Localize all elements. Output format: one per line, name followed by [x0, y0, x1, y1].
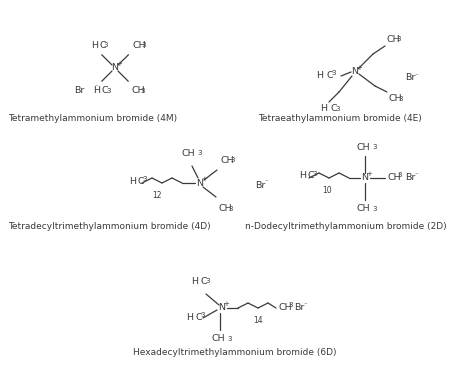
Text: ⁻: ⁻ [95, 84, 99, 90]
Text: 3: 3 [107, 88, 111, 94]
Text: ⁻: ⁻ [415, 73, 419, 79]
Text: 3: 3 [142, 176, 146, 182]
Text: CH: CH [279, 303, 292, 312]
Text: +: + [356, 65, 362, 71]
Text: Br: Br [294, 303, 304, 312]
Text: 3: 3 [331, 70, 336, 76]
Text: C: C [201, 277, 208, 286]
Text: CH: CH [388, 172, 401, 181]
Text: 3: 3 [396, 36, 401, 42]
Text: Br: Br [74, 86, 85, 95]
Text: H: H [129, 176, 136, 185]
Text: C: C [327, 70, 334, 79]
Text: +: + [366, 171, 372, 177]
Text: H: H [316, 70, 323, 79]
Text: 3: 3 [197, 150, 201, 156]
Text: CH: CH [181, 149, 195, 158]
Text: 3: 3 [228, 206, 233, 212]
Text: 3: 3 [372, 144, 376, 150]
Text: 3: 3 [288, 302, 292, 308]
Text: +: + [201, 176, 207, 182]
Text: C: C [102, 86, 109, 95]
Text: 3: 3 [104, 42, 108, 48]
Text: 3: 3 [372, 206, 376, 212]
Text: Br: Br [405, 172, 415, 181]
Text: CH: CH [133, 41, 146, 50]
Text: Tetramethylammonium bromide (4M): Tetramethylammonium bromide (4M) [8, 114, 177, 123]
Text: CH: CH [356, 143, 370, 152]
Text: N: N [352, 68, 358, 77]
Text: 3: 3 [227, 336, 231, 342]
Text: CH: CH [221, 156, 235, 165]
Text: N: N [111, 63, 118, 72]
Text: C: C [308, 172, 315, 181]
Text: C: C [138, 176, 145, 185]
Text: 3: 3 [312, 171, 317, 177]
Text: C: C [100, 41, 106, 50]
Text: CH: CH [356, 204, 370, 213]
Text: CH: CH [219, 204, 233, 213]
Text: Br: Br [405, 74, 415, 83]
Text: Br: Br [255, 181, 265, 190]
Text: ⁻: ⁻ [304, 302, 308, 308]
Text: 3: 3 [200, 312, 204, 318]
Text: H: H [91, 41, 98, 50]
Text: 3: 3 [335, 106, 339, 112]
Text: 3: 3 [398, 96, 402, 102]
Text: N: N [219, 303, 226, 312]
Text: +: + [116, 61, 122, 67]
Text: 3: 3 [397, 172, 401, 178]
Text: 10: 10 [322, 186, 332, 195]
Text: Hexadecyltrimethylammonium bromide (6D): Hexadecyltrimethylammonium bromide (6D) [133, 348, 337, 357]
Text: 12: 12 [152, 191, 162, 200]
Text: 3: 3 [142, 42, 146, 48]
Text: CH: CH [211, 334, 225, 343]
Text: 14: 14 [253, 316, 263, 325]
Text: CH: CH [387, 35, 401, 44]
Text: +: + [223, 301, 229, 307]
Text: N: N [197, 179, 203, 188]
Text: ⁻: ⁻ [415, 172, 419, 178]
Text: ⁻: ⁻ [265, 179, 269, 185]
Text: CH: CH [389, 94, 402, 103]
Text: CH: CH [131, 86, 145, 95]
Text: H: H [93, 86, 100, 95]
Text: H: H [320, 104, 327, 113]
Text: C: C [196, 312, 202, 321]
Text: n-Dodecyltrimethylammonium bromide (2D): n-Dodecyltrimethylammonium bromide (2D) [245, 222, 447, 231]
Text: 3: 3 [230, 157, 235, 163]
Text: 3: 3 [140, 88, 145, 94]
Text: H: H [191, 277, 198, 286]
Text: H: H [299, 172, 306, 181]
Text: H: H [186, 312, 193, 321]
Text: N: N [362, 174, 368, 183]
Text: Tetradecyltrimethylammonium bromide (4D): Tetradecyltrimethylammonium bromide (4D) [8, 222, 210, 231]
Text: Tetraeathylammonium bromide (4E): Tetraeathylammonium bromide (4E) [258, 114, 422, 123]
Text: C: C [331, 104, 337, 113]
Text: 3: 3 [205, 278, 210, 284]
